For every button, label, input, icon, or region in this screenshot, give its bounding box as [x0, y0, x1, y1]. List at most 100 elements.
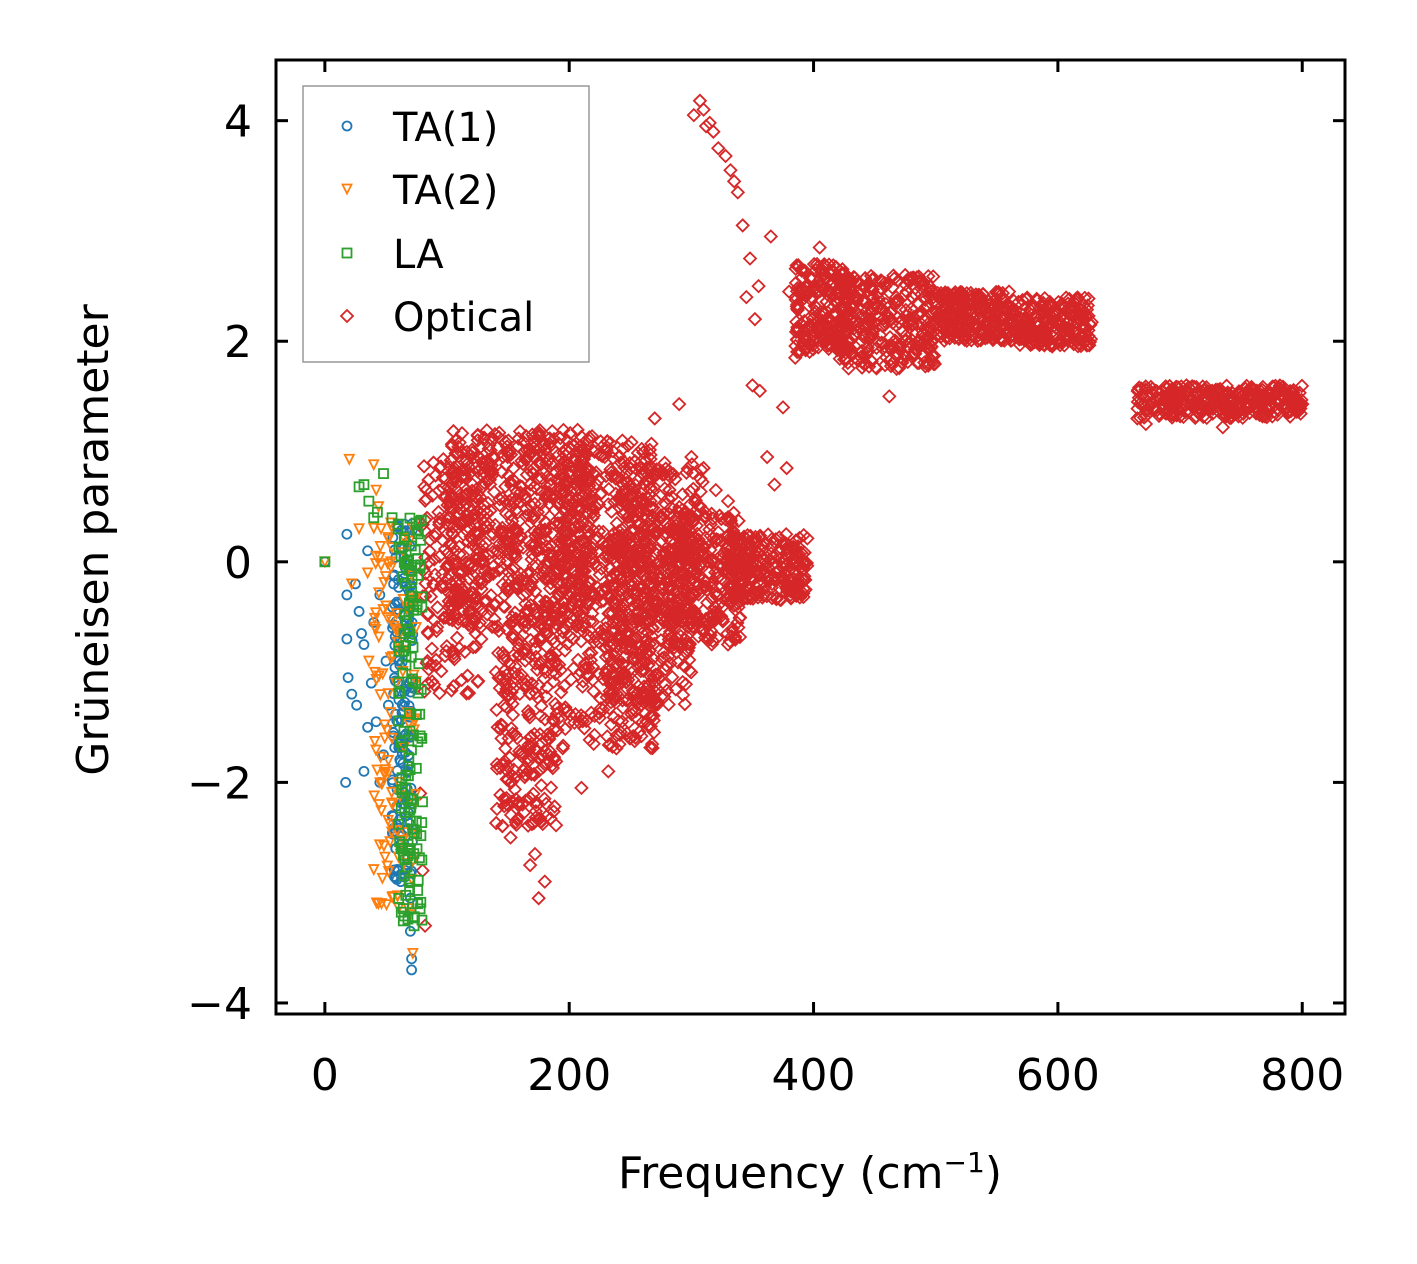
point-optical	[585, 510, 600, 526]
point-optical	[706, 608, 721, 624]
legend-label-la: LA	[393, 232, 444, 278]
point-optical	[626, 701, 641, 717]
point-ta-2	[387, 891, 399, 904]
point-optical	[584, 606, 600, 621]
point-optical	[716, 598, 731, 614]
point-optical	[749, 533, 765, 548]
point-ta-1	[358, 765, 370, 777]
point-optical	[809, 300, 824, 315]
point-ta-2	[390, 608, 403, 621]
point-optical	[1079, 333, 1095, 348]
point-optical	[780, 544, 795, 560]
point-optical	[1032, 317, 1047, 332]
point-optical	[483, 466, 498, 481]
point-optical	[636, 528, 651, 544]
point-la	[405, 540, 417, 552]
point-optical	[907, 286, 922, 302]
point-optical	[565, 438, 581, 453]
point-ta-2	[378, 851, 391, 864]
point-optical	[1138, 379, 1154, 394]
point-optical	[833, 319, 848, 335]
point-optical	[685, 513, 701, 528]
point-optical	[457, 644, 473, 660]
point-optical	[581, 660, 596, 676]
y-axis-label: Grüneisen parameter	[68, 303, 119, 775]
point-optical	[496, 791, 512, 806]
point-optical	[739, 557, 755, 573]
point-optical	[1062, 291, 1077, 307]
point-optical	[865, 289, 881, 304]
point-ta-2	[372, 631, 385, 644]
point-optical	[1219, 378, 1234, 394]
point-optical	[608, 471, 623, 486]
point-optical	[711, 569, 727, 584]
point-ta-2	[373, 799, 386, 812]
point-optical	[809, 315, 825, 330]
point-optical	[629, 597, 645, 612]
point-la	[403, 770, 414, 782]
point-optical	[874, 281, 889, 297]
point-optical	[558, 533, 574, 549]
point-optical	[591, 446, 607, 462]
point-optical	[672, 610, 687, 625]
point-optical	[605, 606, 621, 621]
point-optical	[462, 606, 478, 621]
point-optical	[575, 619, 591, 634]
point-optical	[1239, 378, 1254, 394]
point-optical	[532, 811, 548, 826]
point-optical	[617, 649, 632, 665]
point-optical	[449, 630, 465, 646]
point-ta-1	[362, 721, 374, 733]
point-la	[399, 854, 411, 866]
point-optical	[634, 525, 649, 540]
point-optical	[1083, 317, 1098, 333]
point-optical	[726, 587, 742, 602]
point-optical	[520, 818, 536, 833]
point-ta-2	[382, 688, 395, 701]
point-optical	[718, 148, 733, 164]
point-optical	[820, 319, 835, 335]
point-optical	[540, 727, 555, 743]
point-optical	[908, 346, 923, 362]
point-optical	[787, 350, 803, 366]
point-optical	[562, 425, 578, 441]
point-optical	[571, 525, 586, 540]
point-optical	[429, 619, 445, 635]
point-optical	[569, 546, 585, 561]
point-optical	[1052, 337, 1068, 353]
point-optical	[775, 400, 791, 415]
point-optical	[677, 696, 693, 712]
point-optical	[768, 548, 784, 563]
point-optical	[685, 481, 701, 497]
point-optical	[511, 811, 526, 826]
point-optical	[730, 185, 746, 200]
point-la	[378, 468, 389, 479]
point-optical	[550, 722, 565, 738]
point-la	[393, 818, 404, 830]
point-optical	[612, 727, 628, 743]
point-optical	[511, 795, 526, 810]
point-la	[393, 715, 404, 727]
point-optical	[921, 358, 936, 373]
point-optical	[663, 549, 678, 565]
point-optical	[1184, 379, 1200, 394]
point-la	[400, 615, 412, 627]
point-optical	[629, 630, 645, 646]
point-optical	[952, 306, 968, 321]
point-la	[412, 687, 424, 699]
point-optical	[479, 423, 495, 438]
point-optical	[1003, 329, 1019, 345]
point-optical	[752, 577, 768, 593]
point-optical	[650, 697, 665, 712]
point-optical	[470, 433, 486, 448]
svg-text:Frequency (cm−1): Frequency (cm−1)	[618, 1146, 1002, 1199]
point-optical	[547, 608, 562, 624]
point-optical	[446, 645, 461, 661]
point-optical	[653, 581, 669, 597]
point-optical	[789, 301, 805, 316]
point-optical	[500, 443, 515, 459]
point-optical	[990, 297, 1006, 313]
point-optical	[509, 730, 525, 746]
point-optical	[587, 555, 602, 571]
point-optical	[850, 324, 865, 340]
